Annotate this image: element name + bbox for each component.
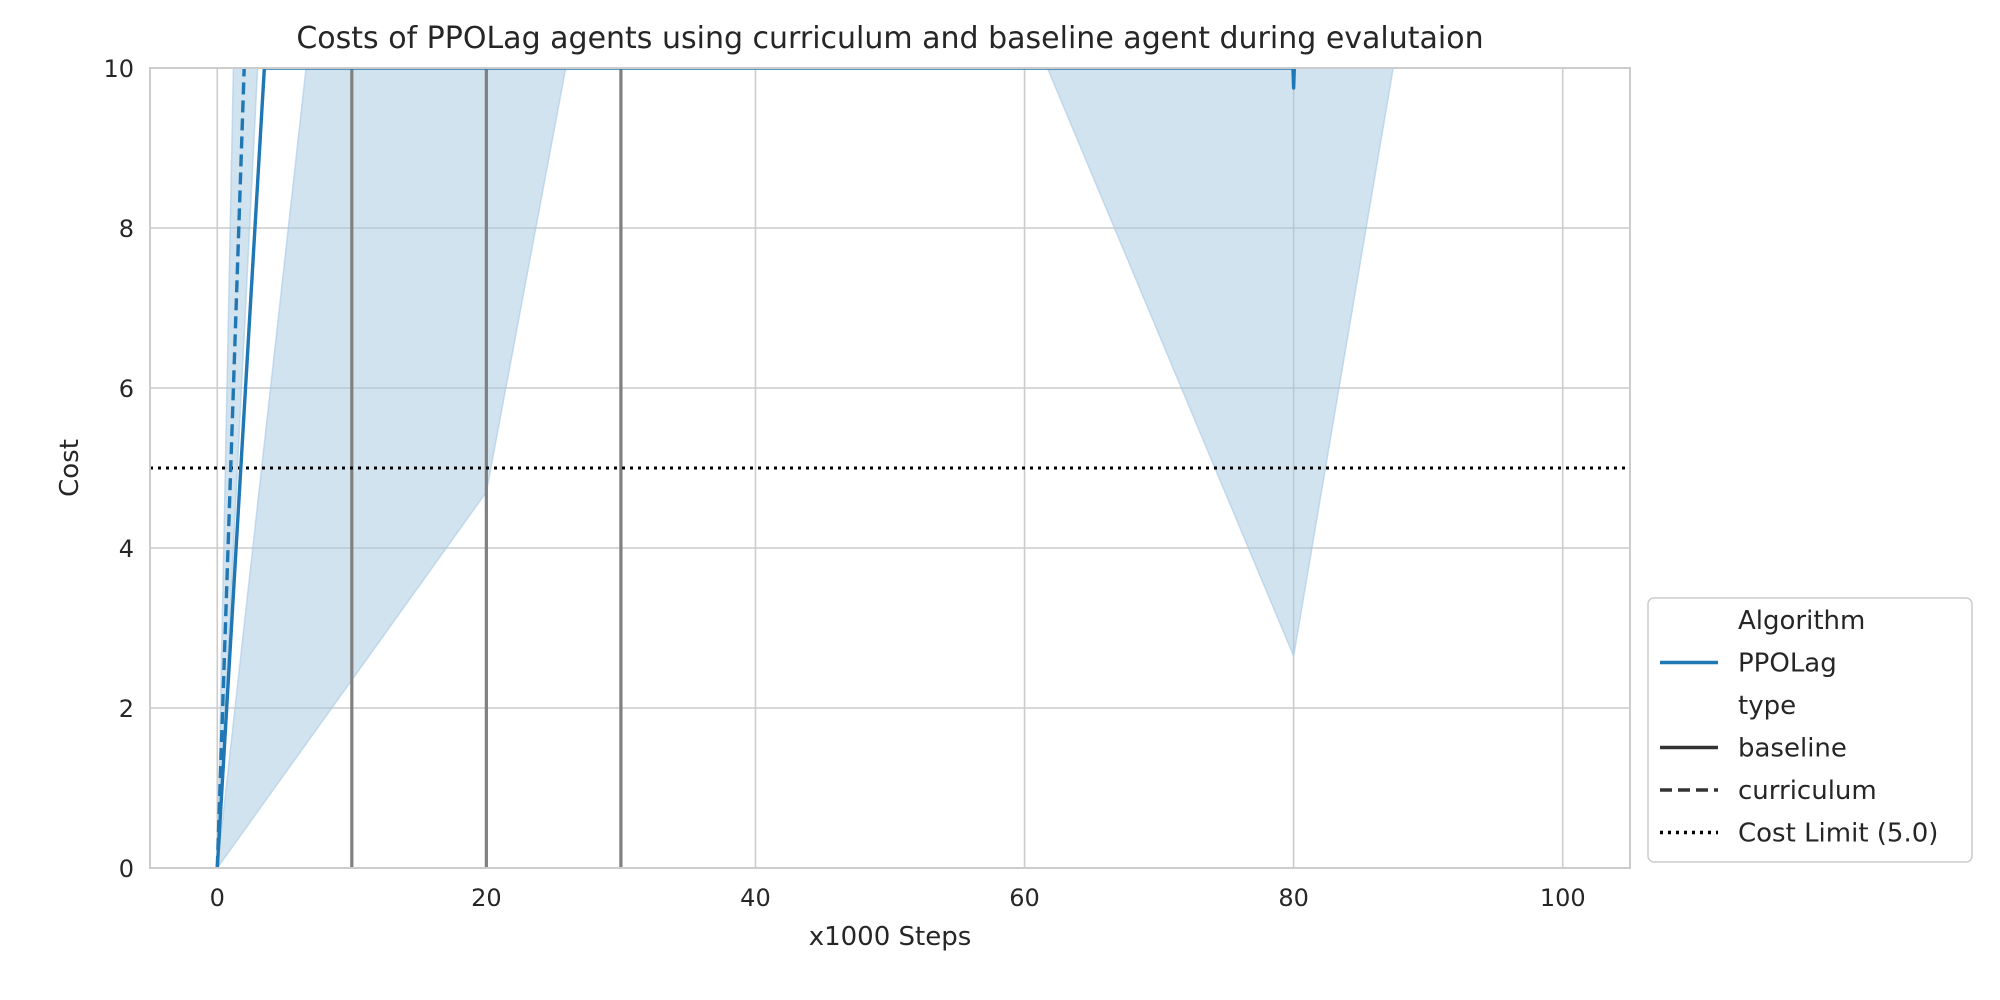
x-tick-label: 60 [1009, 884, 1040, 912]
plot-content [150, 68, 1630, 868]
y-tick-label: 6 [119, 375, 134, 403]
y-tick-label: 8 [119, 215, 134, 243]
confidence-band-curriculum-ci [216, 68, 259, 868]
legend-label: Algorithm [1738, 606, 1865, 636]
legend-label: baseline [1738, 734, 1847, 764]
series-line-baseline [215, 68, 1297, 868]
x-tick-label: 20 [471, 884, 502, 912]
confidence-band-baseline-ci-right [1046, 68, 1394, 659]
legend-label: type [1738, 691, 1796, 721]
legend-label: Cost Limit (5.0) [1738, 819, 1938, 849]
y-tick-label: 0 [119, 855, 134, 883]
y-axis-label: Cost [55, 439, 85, 497]
y-tick-label: 10 [103, 55, 134, 83]
y-tick-label: 2 [119, 695, 134, 723]
x-axis-label: x1000 Steps [809, 922, 972, 952]
plot-area: 0 20 40 60 80 100 0 2 4 6 8 10 [103, 55, 1631, 912]
legend-label: curriculum [1738, 776, 1877, 806]
x-tick-label: 40 [740, 884, 771, 912]
legend: Algorithm PPOLag type baseline curriculum Cos… [1647, 597, 1973, 863]
x-tick-label: 80 [1278, 884, 1309, 912]
legend-box [1647, 597, 1973, 863]
chart-title: Costs of PPOLag agents using curriculum … [296, 21, 1483, 56]
series-line-curriculum [215, 68, 246, 868]
legend-label: PPOLag [1738, 649, 1837, 679]
plot-frame [149, 67, 1631, 869]
y-tick-label: 4 [119, 535, 134, 563]
x-tick-label: 100 [1540, 884, 1586, 912]
x-tick-label: 0 [210, 884, 225, 912]
